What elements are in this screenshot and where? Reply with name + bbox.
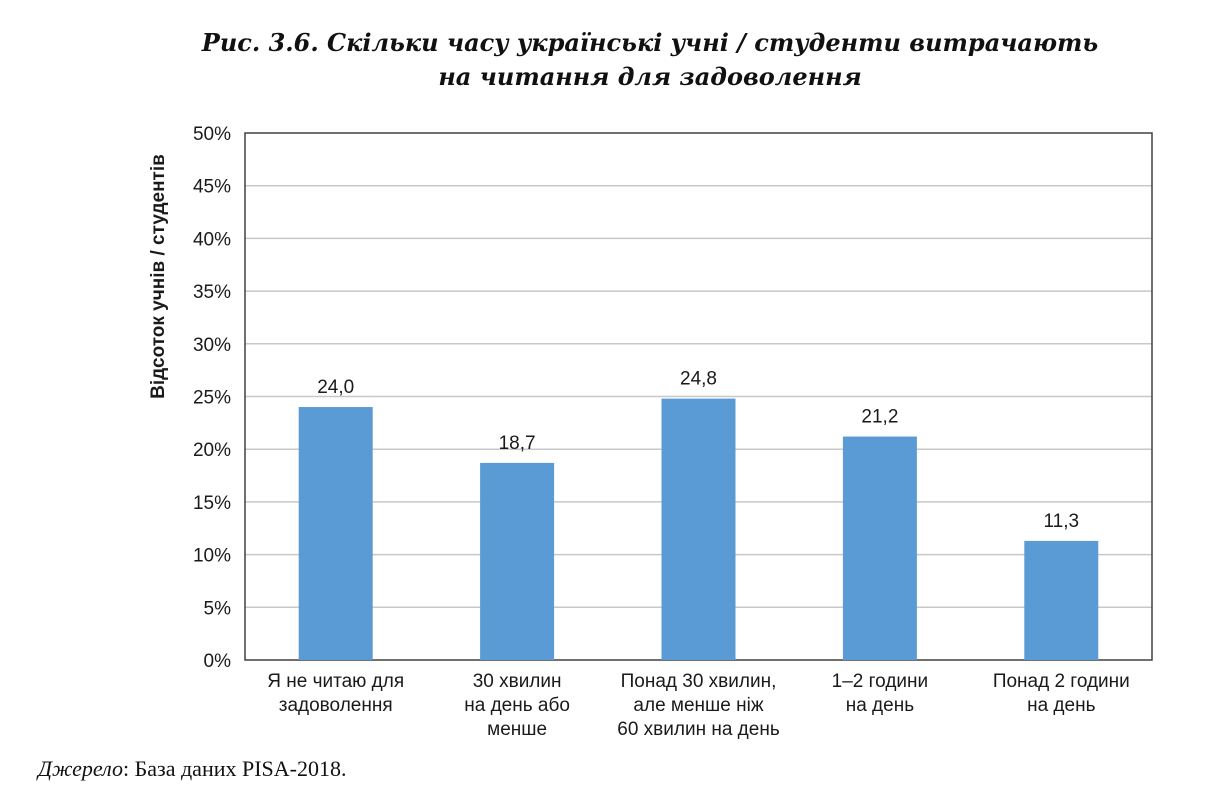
x-tick-label: Понад 30 хвилин, [621, 671, 777, 692]
source-text: : База даних PISA-2018. [123, 756, 347, 781]
y-tick-label: 40% [193, 229, 231, 250]
x-tick-label: 30 хвилин [473, 671, 562, 692]
y-tick-label: 0% [204, 651, 232, 672]
data-label: 24,8 [680, 369, 717, 390]
x-tick-label: 60 хвилин на день [617, 719, 780, 740]
x-tick-label: на день або [464, 695, 570, 716]
y-tick-label: 45% [193, 177, 231, 198]
y-tick-label: 35% [193, 282, 231, 303]
x-tick-label: на день [1027, 695, 1095, 716]
data-label: 18,7 [499, 433, 536, 454]
data-label: 21,2 [861, 407, 898, 428]
x-tick-label: але менше ніж [633, 695, 763, 716]
data-label: 11,3 [1044, 511, 1080, 532]
x-tick-label: 1–2 години [832, 671, 928, 692]
x-tick-label: Понад 2 години [993, 671, 1130, 692]
y-tick-label: 20% [193, 440, 231, 461]
x-tick-label: менше [487, 719, 547, 740]
y-tick-label: 5% [204, 598, 232, 619]
y-axis-label: Відсоток учнів / студентів [148, 154, 169, 399]
y-tick-label: 30% [193, 335, 231, 356]
data-label: 24,0 [317, 377, 354, 398]
y-tick-label: 25% [193, 388, 231, 409]
y-tick-label: 50% [193, 124, 231, 145]
bar [661, 398, 736, 660]
bar [1024, 540, 1099, 660]
chart-title-line-2: на читання для задоволення [438, 62, 862, 91]
x-tick-label: задоволення [279, 695, 393, 716]
source-label: Джерело [38, 756, 124, 781]
chart-title-line-1: Рис. 3.6. Скільки часу українські учні /… [201, 28, 1099, 57]
bar [480, 462, 555, 660]
source-note: Джерело: База даних PISA-2018. [38, 756, 347, 782]
x-tick-label: Я не читаю для [267, 671, 404, 692]
x-tick-label: на день [846, 695, 914, 716]
bar [842, 436, 917, 660]
bar [298, 407, 373, 660]
y-tick-label: 10% [193, 546, 231, 567]
y-tick-label: 15% [193, 493, 231, 514]
chart-title: Рис. 3.6. Скільки часу українські учні /… [0, 26, 1229, 94]
